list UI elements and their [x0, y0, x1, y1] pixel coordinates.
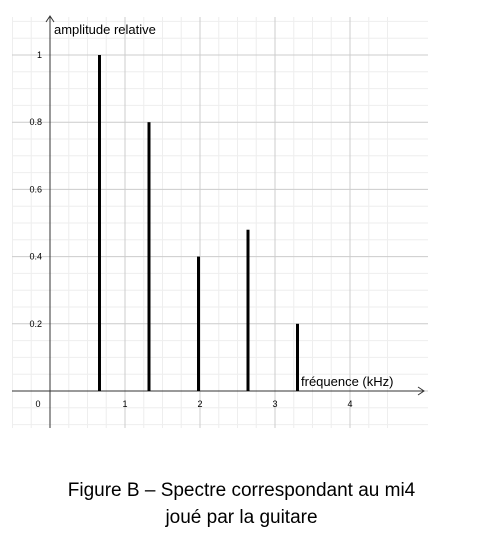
x-tick-label: 2 — [197, 399, 202, 409]
figure-caption-line2: joué par la guitare — [165, 507, 318, 528]
x-axis-label: fréquence (kHz) — [301, 374, 393, 389]
bars — [98, 55, 299, 391]
spectral-line-bar — [98, 55, 101, 391]
figure-caption-line1: Figure B – Spectre correspondant au mi4 — [67, 480, 416, 501]
spectral-line-bar — [296, 323, 299, 391]
y-axis-arrow — [45, 15, 55, 23]
x-tick-label: 0 — [35, 399, 40, 409]
x-tick-label: 3 — [272, 399, 277, 409]
y-tick-label: 0.4 — [29, 252, 42, 262]
x-tick-label: 1 — [122, 399, 127, 409]
y-tick-label: 0.6 — [29, 184, 42, 194]
y-tick-label: 0.8 — [29, 117, 42, 127]
x-axis-arrow — [417, 386, 425, 396]
x-tick-label: 4 — [347, 399, 352, 409]
spectral-line-bar — [246, 229, 250, 391]
spectral-line-bar — [197, 256, 200, 391]
grid-minor — [12, 17, 428, 428]
axes — [12, 15, 425, 428]
y-axis-label: amplitude relative — [54, 22, 156, 37]
x-tick-labels: 0 1 2 3 4 — [35, 399, 352, 409]
y-tick-label: 1 — [37, 50, 42, 60]
y-tick-labels: 0.2 0.4 0.6 0.8 1 — [29, 50, 42, 329]
spectral-line-bar — [147, 122, 151, 391]
spectrum-chart: 0 1 2 3 4 0.2 0.4 0.6 0.8 1 amplitude relative f… — [12, 15, 428, 428]
y-tick-label: 0.2 — [29, 319, 42, 329]
